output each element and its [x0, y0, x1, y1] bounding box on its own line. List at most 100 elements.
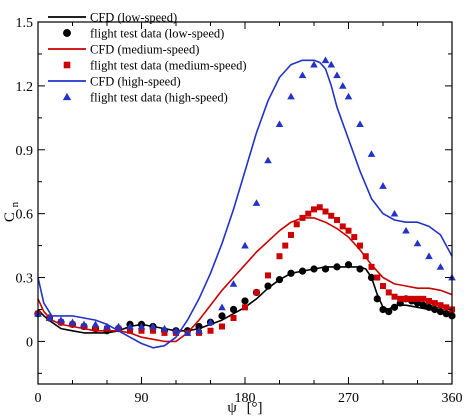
legend-swatch-marker	[62, 92, 72, 101]
data-point-flight-test-data-low-speed	[275, 276, 284, 284]
y-axis-symbol: C	[2, 212, 18, 222]
data-point-flight-test-data-low-speed	[390, 303, 399, 311]
data-point-flight-test-data-medium-speed	[403, 295, 409, 302]
data-point-flight-test-data-high-speed	[229, 280, 238, 287]
series-flight-test-data-high-speed	[34, 56, 456, 336]
y-tick-label: 1.5	[16, 16, 34, 31]
data-point-flight-test-data-medium-speed	[92, 325, 99, 332]
legend-item: flight test data (high-speed)	[62, 91, 228, 105]
legend-label: flight test data (low-speed)	[90, 27, 224, 41]
data-point-flight-test-data-medium-speed	[397, 295, 404, 302]
data-point-flight-test-data-medium-speed	[408, 295, 415, 302]
data-point-flight-test-data-medium-speed	[230, 314, 237, 321]
data-point-flight-test-data-high-speed	[172, 326, 180, 334]
data-point-flight-test-data-high-speed	[218, 303, 226, 311]
data-point-flight-test-data-high-speed	[114, 322, 123, 330]
data-point-flight-test-data-medium-speed	[299, 214, 306, 221]
y-tick-label: 0.6	[16, 208, 34, 223]
data-point-flight-test-data-low-speed	[419, 301, 427, 309]
data-point-flight-test-data-medium-speed	[127, 327, 133, 334]
data-point-flight-test-data-low-speed	[367, 273, 376, 282]
data-point-flight-test-data-low-speed	[310, 265, 318, 273]
data-point-flight-test-data-low-speed	[385, 308, 393, 316]
data-point-flight-test-data-low-speed	[431, 305, 439, 314]
data-point-flight-test-data-low-speed	[195, 322, 203, 331]
data-point-flight-test-data-low-speed	[442, 310, 450, 318]
data-point-flight-test-data-medium-speed	[219, 323, 225, 330]
data-point-flight-test-data-medium-speed	[351, 234, 358, 241]
data-point-flight-test-data-medium-speed	[420, 295, 427, 302]
data-point-flight-test-data-medium-speed	[334, 217, 340, 224]
series-line-cfd-high-speed	[37, 59, 453, 349]
y-tick-label: 1.2	[16, 80, 34, 95]
data-point-flight-test-data-high-speed	[137, 322, 146, 330]
data-point-flight-test-data-high-speed	[298, 71, 307, 79]
data-point-flight-test-data-low-speed	[229, 305, 238, 314]
data-point-flight-test-data-high-speed	[425, 252, 433, 260]
data-point-flight-test-data-high-speed	[160, 324, 169, 332]
data-point-flight-test-data-low-speed	[436, 308, 445, 316]
data-point-flight-test-data-high-speed	[275, 120, 284, 128]
x-axis-title: ψ [°]	[227, 400, 262, 416]
data-point-flight-test-data-high-speed	[149, 322, 157, 330]
data-point-flight-test-data-medium-speed	[339, 223, 346, 230]
data-point-flight-test-data-low-speed	[287, 269, 295, 277]
data-point-flight-test-data-medium-speed	[288, 231, 294, 238]
y-axis-subscript: n	[9, 201, 21, 207]
data-point-flight-test-data-high-speed	[103, 322, 111, 330]
legend-swatch-marker	[63, 61, 71, 69]
data-point-flight-test-data-high-speed	[413, 239, 422, 247]
legend-label: flight test data (high-speed)	[90, 91, 228, 105]
legend: CFD (low-speed) flight test data (low-spe…	[48, 11, 247, 105]
data-point-flight-test-data-high-speed	[338, 82, 347, 89]
y-tick-label: 0.3	[16, 272, 34, 287]
legend-item: CFD (medium-speed)	[48, 43, 199, 57]
data-point-flight-test-data-high-speed	[206, 318, 215, 326]
data-point-flight-test-data-high-speed	[195, 326, 203, 334]
data-point-flight-test-data-high-speed	[379, 182, 387, 189]
x-axis-symbol: ψ	[227, 400, 237, 416]
data-point-flight-test-data-medium-speed	[161, 329, 168, 336]
data-point-flight-test-data-low-speed	[425, 303, 433, 311]
data-point-flight-test-data-medium-speed	[380, 283, 386, 290]
data-point-flight-test-data-high-speed	[402, 226, 410, 234]
data-point-flight-test-data-low-speed	[264, 282, 272, 290]
data-point-flight-test-data-high-speed	[356, 120, 364, 128]
x-axis-unit: [°]	[247, 400, 263, 416]
data-point-flight-test-data-medium-speed	[443, 304, 450, 311]
data-point-flight-test-data-medium-speed	[282, 242, 289, 249]
data-point-flight-test-data-high-speed	[327, 60, 336, 68]
data-point-flight-test-data-medium-speed	[345, 227, 352, 234]
legend-item: CFD (low-speed)	[48, 11, 177, 25]
legend-label: flight test data (medium-speed)	[90, 59, 247, 73]
data-point-flight-test-data-high-speed	[321, 56, 330, 64]
data-point-flight-test-data-medium-speed	[253, 289, 260, 296]
data-point-flight-test-data-medium-speed	[293, 221, 300, 228]
y-axis-title: C n	[2, 201, 21, 222]
x-tick-label: 90	[135, 391, 149, 406]
legend-label: CFD (low-speed)	[90, 11, 177, 25]
data-point-flight-test-data-high-speed	[264, 156, 272, 164]
data-point-flight-test-data-high-speed	[333, 71, 341, 79]
data-point-flight-test-data-high-speed	[91, 320, 100, 328]
data-point-flight-test-data-low-speed	[321, 265, 330, 273]
data-point-flight-test-data-high-speed	[287, 92, 295, 100]
data-point-flight-test-data-high-speed	[68, 318, 77, 326]
data-point-flight-test-data-high-speed	[390, 209, 399, 217]
data-point-flight-test-data-medium-speed	[265, 272, 271, 279]
legend-item: CFD (high-speed)	[48, 75, 181, 89]
legend-label: CFD (medium-speed)	[90, 43, 199, 57]
x-tick-label: 360	[442, 391, 463, 406]
x-tick-label: 180	[235, 391, 256, 406]
data-point-flight-test-data-medium-speed	[305, 210, 312, 217]
data-point-flight-test-data-low-speed	[373, 295, 381, 303]
axis-ticks: 0 90 180 270 360 0 0.3 0.6 0.9 1.2 1.5	[16, 16, 463, 406]
data-point-flight-test-data-medium-speed	[311, 206, 317, 213]
data-point-flight-test-data-high-speed	[367, 150, 376, 157]
data-point-flight-test-data-medium-speed	[242, 304, 248, 311]
series-cfd-high-speed	[37, 59, 453, 349]
x-tick-label: 270	[338, 391, 359, 406]
legend-item: flight test data (low-speed)	[63, 27, 224, 41]
